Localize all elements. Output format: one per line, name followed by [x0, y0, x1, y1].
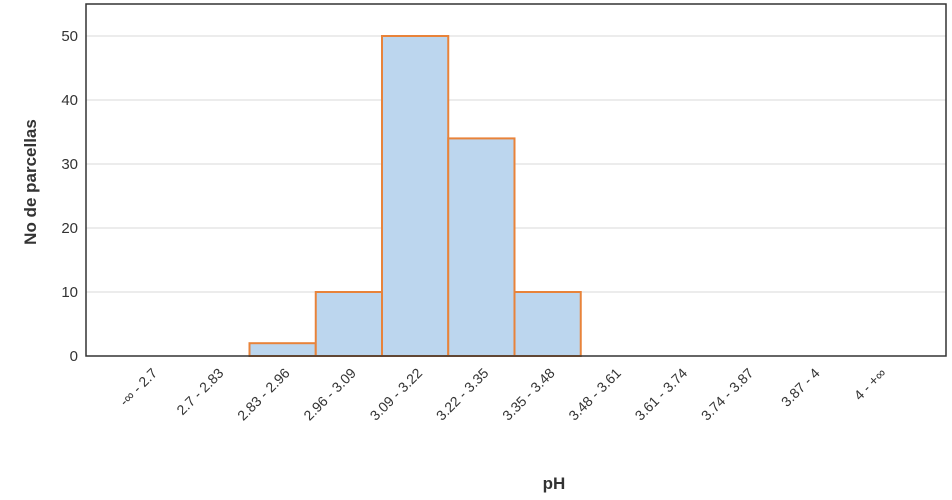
x-tick-label: 2.83 - 2.96 — [234, 365, 293, 424]
y-tick-label: 20 — [61, 220, 78, 237]
x-axis-title: pH — [543, 474, 566, 493]
x-tick-label: 2.96 - 3.09 — [300, 365, 359, 424]
histogram-bar — [447, 137, 516, 357]
grid-lines — [86, 35, 946, 293]
y-axis-ticks: 0 10 20 30 40 50 — [61, 28, 78, 365]
bars — [248, 35, 582, 358]
y-tick-label: 10 — [61, 284, 78, 301]
x-axis-ticks: -∞ - 2.7 2.7 - 2.83 2.83 - 2.96 2.96 - 3.09… — [116, 365, 889, 424]
x-tick-label: 3.87 - 4 — [778, 365, 823, 410]
histogram-bar — [314, 291, 383, 357]
y-tick-label: 40 — [61, 92, 78, 109]
y-axis-title: No de parcellas — [21, 119, 40, 245]
y-tick-label: 30 — [61, 156, 78, 173]
x-tick-label: 4 - +∞ — [851, 365, 889, 403]
x-tick-label: 3.61 - 3.74 — [632, 365, 691, 424]
y-tick-label: 0 — [70, 348, 78, 365]
x-tick-label: 3.74 - 3.87 — [698, 365, 757, 424]
x-tick-label: 2.7 - 2.83 — [173, 365, 226, 418]
histogram-bar — [248, 342, 317, 358]
y-tick-label: 50 — [61, 28, 78, 45]
x-tick-label: 3.09 - 3.22 — [367, 365, 426, 424]
x-tick-label: 3.22 - 3.35 — [433, 365, 492, 424]
x-tick-label: -∞ - 2.7 — [116, 365, 160, 409]
histogram-bar — [513, 291, 582, 357]
x-tick-label: 3.48 - 3.61 — [565, 365, 624, 424]
plot-frame — [85, 3, 947, 357]
histogram-bar — [381, 35, 450, 357]
x-tick-label: 3.35 - 3.48 — [499, 365, 558, 424]
